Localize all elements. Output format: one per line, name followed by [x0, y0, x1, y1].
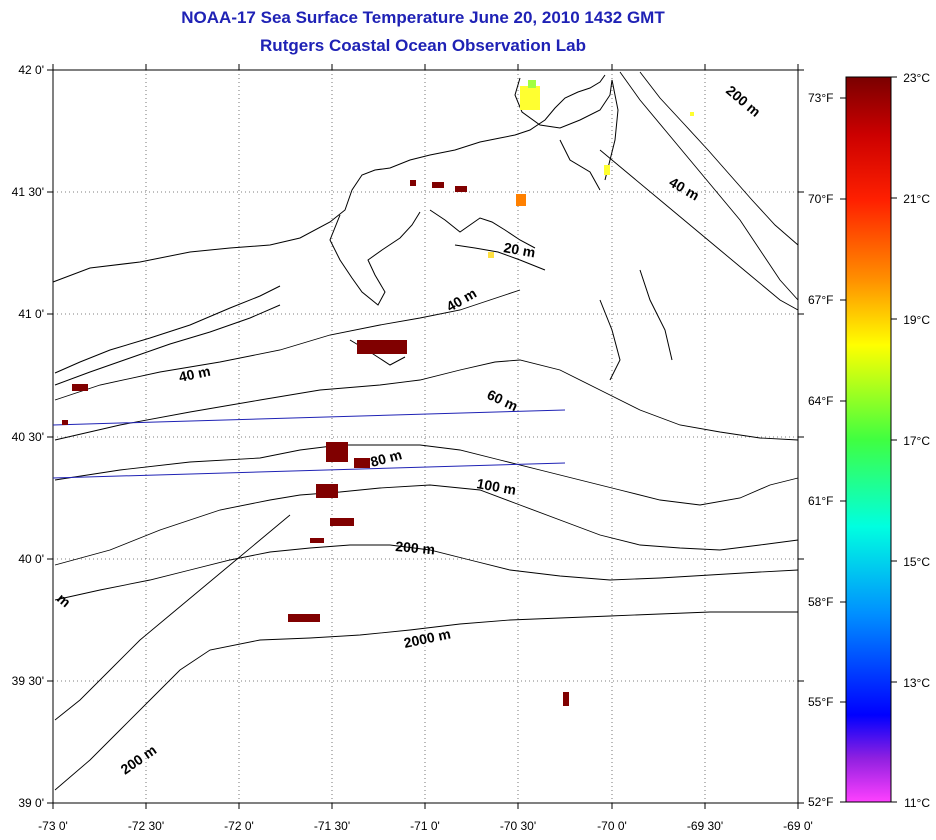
cb-f-67: 67°F [808, 293, 833, 307]
map-title: NOAA-17 Sea Surface Temperature June 20,… [181, 8, 665, 27]
lat-label-42: 42 0' [18, 63, 44, 77]
lon-label-72-30: -72 30' [128, 819, 164, 833]
contour-label-200m-mid: 200 m [395, 538, 436, 557]
map-graticule [53, 70, 798, 803]
lon-label-72: -72 0' [224, 819, 254, 833]
lon-label-70-30: -70 30' [500, 819, 536, 833]
map-subtitle: Rutgers Coastal Ocean Observation Lab [260, 36, 586, 55]
sst-patches [62, 80, 694, 706]
frame-ticks [47, 64, 804, 809]
cb-c-11: 11°C [904, 796, 930, 810]
lat-label-39-30: 39 30' [12, 674, 44, 688]
contour-label-20m: 20 m [502, 239, 536, 260]
lon-label-71-30: -71 30' [314, 819, 350, 833]
lon-label-71: -71 0' [410, 819, 440, 833]
coastline [52, 74, 673, 386]
cb-f-61: 61°F [808, 494, 833, 508]
lon-label-73: -73 0' [38, 819, 68, 833]
cb-c-21: 21°C [903, 192, 930, 206]
colorbar-ticks [840, 76, 897, 803]
lat-label-41-30: 41 30' [12, 185, 44, 199]
lon-label-70: -70 0' [597, 819, 627, 833]
lon-label-69-30: -69 30' [687, 819, 723, 833]
lon-label-69: -69 0' [783, 819, 813, 833]
cb-c-17: 17°C [903, 434, 930, 448]
cb-c-15: 15°C [903, 555, 930, 569]
cb-f-58: 58°F [808, 595, 833, 609]
lat-label-40-30: 40 30' [12, 430, 44, 444]
cb-f-64: 64°F [808, 394, 833, 408]
cb-c-23: 23°C [903, 71, 930, 85]
contour-label-100m: 100 m [475, 475, 517, 498]
cb-f-55: 55°F [808, 695, 833, 709]
lat-label-39: 39 0' [18, 796, 44, 810]
cb-c-19: 19°C [903, 313, 930, 327]
cb-c-13: 13°C [903, 676, 930, 690]
bathymetry-contours [54, 71, 799, 791]
contour-label-80m: 80 m [369, 446, 404, 470]
lat-label-40: 40 0' [18, 552, 44, 566]
cb-f-73: 73°F [808, 91, 833, 105]
cb-f-70: 70°F [808, 192, 833, 206]
lat-label-41: 41 0' [18, 307, 44, 321]
transect-lines [52, 409, 566, 479]
cb-f-52: 52°F [808, 795, 833, 809]
contour-label-40m-west: 40 m [177, 363, 212, 385]
colorbar [845, 76, 892, 803]
